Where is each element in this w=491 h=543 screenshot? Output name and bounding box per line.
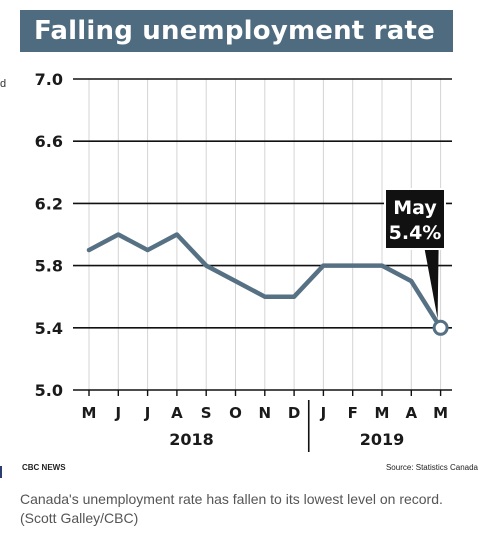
x-tick-label: J [115,404,122,422]
credit-label: CBC NEWS [22,463,66,472]
x-tick-label: J [320,404,327,422]
data-point [145,248,150,253]
edge-text-fragment: d [0,78,7,90]
x-tick-label: A [405,404,417,422]
data-point [116,232,121,237]
year-label: 2019 [360,430,405,449]
latest-data-point [432,319,449,336]
data-point [233,279,238,284]
data-point [409,279,414,284]
chart-title-bar: Falling unemployment rate [20,10,453,52]
x-tick-label: O [229,404,242,422]
x-tick-label: S [201,404,212,422]
y-tick-label: 5.4 [35,319,63,338]
x-tick-label: D [288,404,300,422]
x-tick-label: M [433,404,448,422]
y-tick-label: 5.8 [35,257,63,276]
y-tick-label: 7.0 [35,70,63,89]
x-tick-label: F [348,404,358,422]
chart-title: Falling unemployment rate [34,16,435,46]
x-tick-label: A [171,404,183,422]
callout-pointer [424,249,439,319]
data-point [321,263,326,268]
x-tick-label: J [144,404,151,422]
x-tick-label: M [375,404,390,422]
y-tick-label: 6.2 [35,194,63,213]
callout-value: 5.4% [389,222,442,244]
edge-accent-bar [0,466,2,478]
x-tick-label: M [82,404,97,422]
source-label: Source: Statistics Canada [385,463,478,472]
callout-box [384,188,446,250]
data-point [174,232,179,237]
x-tick-label: N [259,404,272,422]
data-point [262,294,267,299]
callout-month: May [393,197,437,219]
year-label: 2018 [169,430,214,449]
data-point [380,263,384,268]
data-point [204,263,209,268]
data-point [87,248,91,253]
y-tick-label: 6.6 [35,132,63,151]
image-caption: Canada's unemployment rate has fallen to… [20,491,443,526]
data-point [292,294,297,299]
chart-footer: CBC NEWS Source: Statistics Canada [22,463,478,475]
data-point [350,263,355,268]
y-tick-label: 5.0 [35,381,63,400]
